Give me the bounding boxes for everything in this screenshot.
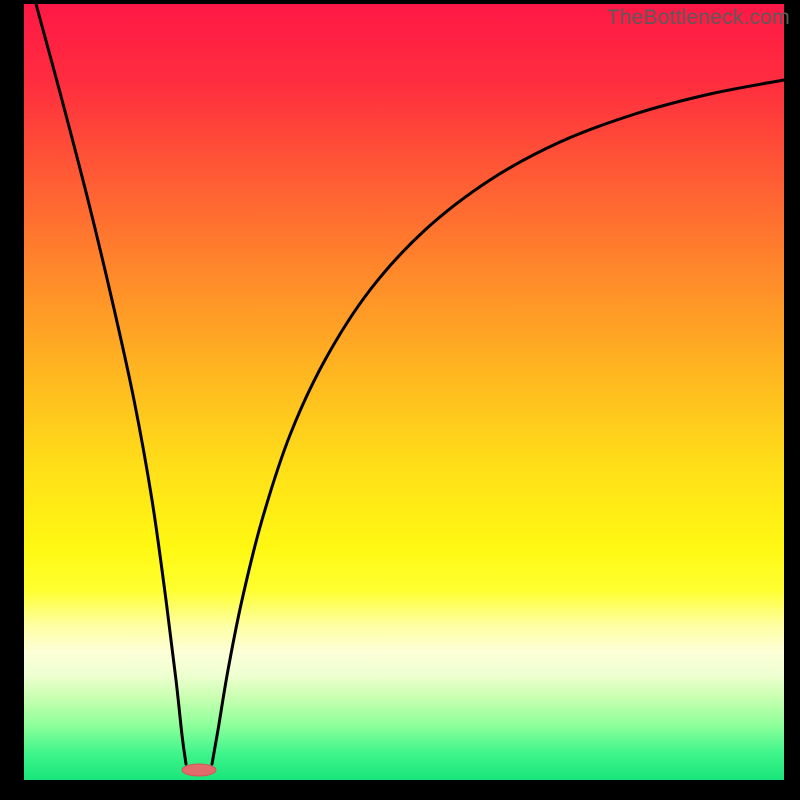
border-right — [784, 0, 800, 800]
watermark-text: TheBottleneck.com — [607, 6, 790, 30]
bottleneck-chart — [0, 0, 800, 800]
border-left — [0, 0, 24, 800]
plot-background — [24, 4, 784, 780]
bottleneck-marker — [182, 764, 216, 776]
border-bottom — [0, 780, 800, 800]
chart-container: TheBottleneck.com — [0, 0, 800, 800]
border-top — [0, 0, 800, 4]
